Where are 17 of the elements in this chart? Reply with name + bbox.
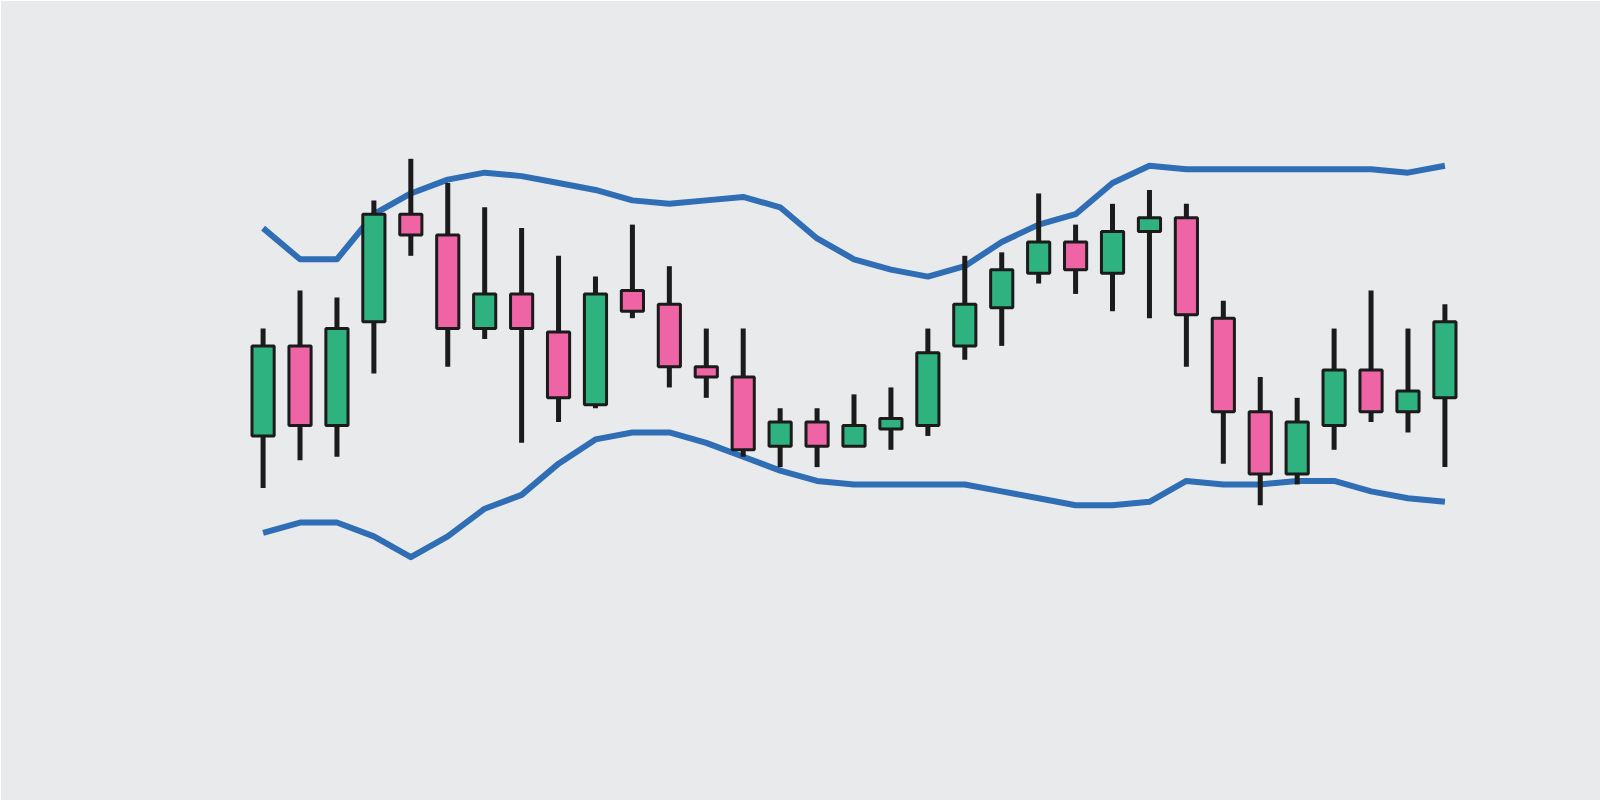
candlestick [841, 391, 867, 449]
candlestick [1063, 222, 1089, 297]
candlestick [1358, 287, 1384, 425]
candlestick [804, 405, 830, 470]
candlestick [767, 405, 793, 470]
candlestick [1395, 326, 1421, 435]
candlestick [878, 384, 904, 453]
candlestick [693, 326, 719, 401]
candlestick [952, 253, 978, 363]
candlestick [1099, 201, 1126, 314]
candlestick [509, 225, 535, 446]
candlestick [1136, 187, 1163, 321]
candlestick [989, 249, 1015, 349]
candlestick [472, 204, 498, 342]
candlestick [619, 222, 645, 321]
candlestick [398, 156, 424, 259]
candlestick [1026, 190, 1052, 287]
